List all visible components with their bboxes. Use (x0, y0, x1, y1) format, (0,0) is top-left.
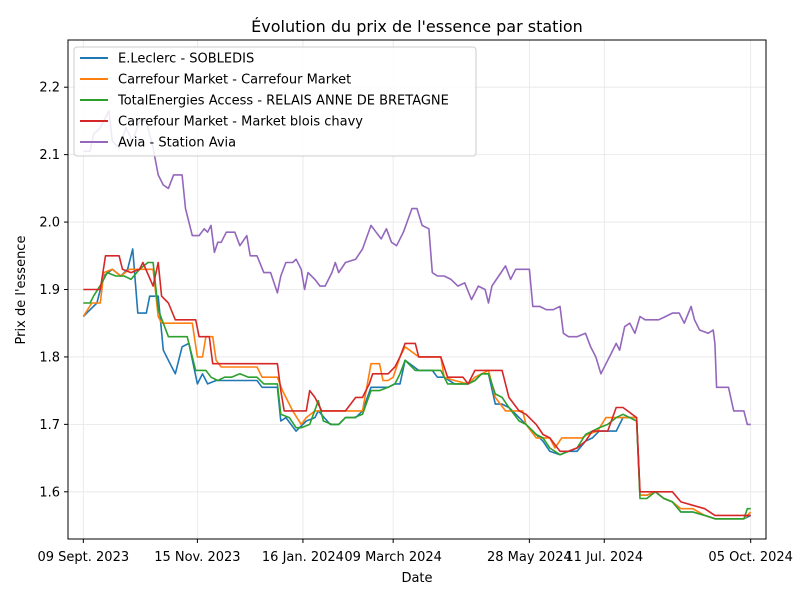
series-lines (82, 110, 752, 520)
legend-box (73, 46, 477, 157)
x-tick-label: 11 Jul. 2024 (565, 550, 643, 565)
y-tick-label: 1.9 (39, 283, 60, 298)
x-tick-label: 28 May 2024 (487, 550, 572, 565)
legend-label-2: Carrefour Market - Carrefour Market (118, 73, 351, 88)
series-line-4 (83, 255, 751, 517)
x-tick-label: 05 Oct. 2024 (708, 550, 793, 565)
x-tick-label: 16 Jan. 2024 (262, 550, 344, 565)
y-tick-label: 2.0 (39, 216, 60, 231)
y-tick-label: 1.6 (39, 485, 60, 500)
y-tick-label: 1.8 (39, 350, 60, 365)
legend: E.Leclerc - SOBLEDIS Carrefour Market - C… (73, 46, 477, 157)
x-axis-label: Date (401, 571, 432, 586)
axes: 1.6 1.7 1.8 1.9 2.0 2.1 2.2 09 Sept. 2023 15 Nov… (38, 81, 793, 565)
legend-label-5: Avia - Station Avia (118, 136, 236, 151)
y-tick-label: 2.2 (39, 81, 60, 96)
y-tick-label: 2.1 (39, 148, 60, 163)
chart-title: Évolution du prix de l'essence par stati… (251, 17, 583, 36)
legend-label-3: TotalEnergies Access - RELAIS ANNE DE BR… (117, 94, 449, 109)
series-line-2 (82, 268, 752, 520)
series-line-3 (83, 261, 751, 520)
y-axis-label: Prix de l'essence (14, 236, 29, 345)
legend-label-1: E.Leclerc - SOBLEDIS (118, 52, 254, 67)
x-tick-label: 09 Sept. 2023 (38, 550, 130, 565)
series-line-1 (82, 248, 752, 520)
legend-label-4: Carrefour Market - Market blois chavy (118, 115, 363, 130)
x-tick-label: 15 Nov. 2023 (154, 550, 240, 565)
series-line-5 (83, 110, 751, 426)
x-tick-label: 09 March 2024 (344, 550, 442, 565)
y-tick-label: 1.7 (39, 418, 60, 433)
